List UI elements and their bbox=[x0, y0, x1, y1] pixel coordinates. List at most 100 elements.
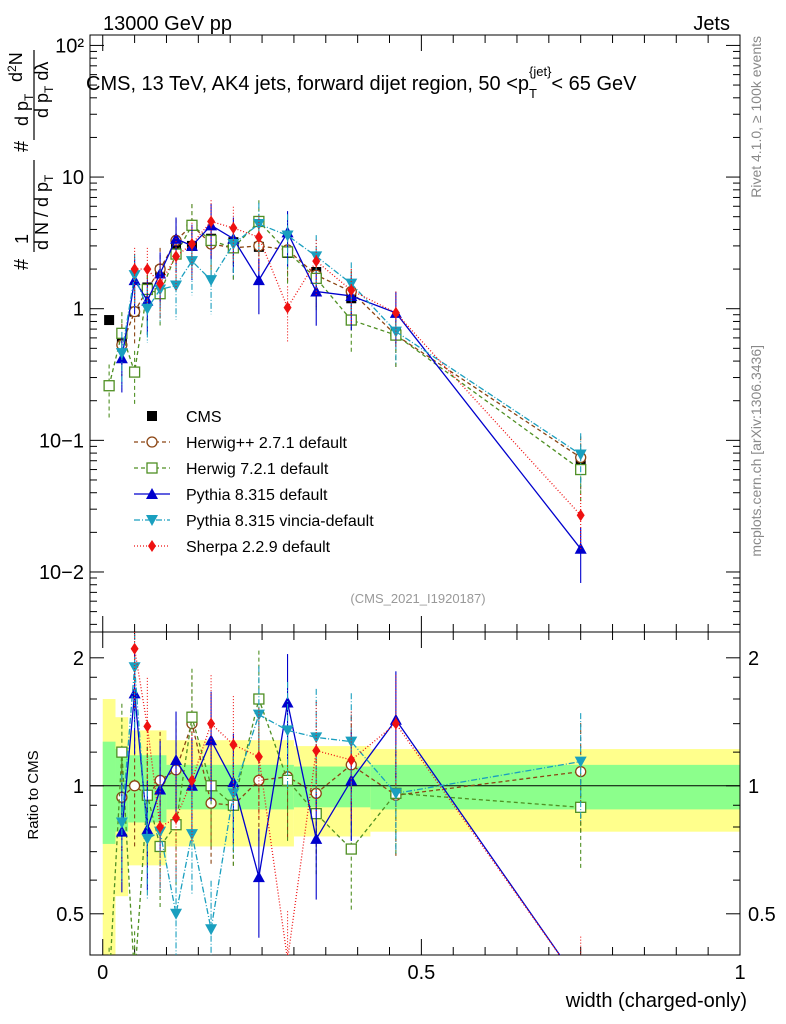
legend-marker bbox=[147, 411, 157, 421]
title-sup: {jet} bbox=[529, 64, 552, 79]
ratio-point bbox=[170, 908, 183, 920]
ratio-point bbox=[130, 642, 139, 655]
series-line bbox=[121, 224, 582, 550]
ratio-y-tick-label: 0.5 bbox=[56, 904, 84, 926]
title-sub: T bbox=[529, 86, 537, 101]
title-end: < 65 GeV bbox=[551, 73, 637, 95]
x-axis-label: width (charged-only) bbox=[565, 990, 747, 1012]
legend: CMS Herwig++ 2.7.1 default Herwig 7.2.1 de… bbox=[134, 409, 374, 556]
header-right: Jets bbox=[693, 13, 730, 35]
ratio-point bbox=[186, 711, 198, 723]
ratio-y-tick-label-right: 2 bbox=[748, 648, 759, 670]
ratio-point bbox=[172, 811, 181, 824]
ratio-point bbox=[130, 975, 140, 985]
ratio-y-tick-label: 2 bbox=[73, 648, 84, 670]
x-tick-label: 0 bbox=[97, 962, 108, 984]
series-line bbox=[108, 220, 582, 471]
legend-marker bbox=[146, 488, 158, 499]
ratio-y-tick-label: 1 bbox=[73, 776, 84, 798]
main-y-tick-label: 10² bbox=[55, 35, 84, 57]
ratio-point bbox=[310, 832, 323, 844]
legend-label: CMS bbox=[186, 409, 222, 426]
legend-item-pythia-8-315-vincia-default: Pythia 8.315 vincia-default bbox=[134, 513, 374, 530]
legend-label: Pythia 8.315 default bbox=[186, 487, 328, 504]
legend-item-pythia-8-315-default: Pythia 8.315 default bbox=[134, 487, 328, 504]
ratio-point bbox=[128, 780, 141, 792]
x-tick-label: 0.5 bbox=[407, 962, 435, 984]
ratio-point bbox=[345, 774, 358, 786]
ratio-y-tick-label-right: 1 bbox=[748, 776, 759, 798]
ratio-point bbox=[347, 753, 356, 766]
data-point bbox=[172, 250, 181, 263]
data-point bbox=[229, 222, 238, 235]
band-green-0 bbox=[102, 741, 116, 844]
ratio-line bbox=[121, 693, 561, 955]
ratio-point bbox=[281, 725, 294, 737]
data-point bbox=[141, 303, 154, 315]
ratio-point bbox=[575, 979, 587, 990]
main-y-tick-label: 10−1 bbox=[39, 430, 84, 452]
data-point bbox=[281, 230, 294, 242]
ratio-point bbox=[156, 821, 165, 834]
legend-label: Pythia 8.315 vincia-default bbox=[186, 513, 374, 530]
svg-text:#: # bbox=[11, 258, 33, 270]
data-point bbox=[312, 255, 321, 268]
main-y-tick-label: 10−2 bbox=[39, 562, 84, 584]
data-point bbox=[283, 301, 292, 314]
data-point bbox=[207, 215, 216, 228]
legend-marker bbox=[148, 540, 156, 552]
ratio-series-sherpa-2-2-9-default bbox=[130, 632, 582, 955]
ratio-point bbox=[116, 746, 128, 758]
plot-title: CMS, 13 TeV, AK4 jets, forward dijet reg… bbox=[86, 64, 637, 101]
ratio-point bbox=[286, 953, 289, 955]
legend-item-sherpa-2-2-9-default: Sherpa 2.2.9 default bbox=[134, 539, 331, 556]
mcplots-watermark: mcplots.cern.ch [arXiv:1306.3436] bbox=[748, 345, 764, 557]
band-green-4 bbox=[293, 766, 371, 808]
data-point bbox=[170, 280, 183, 292]
header-left: 13000 GeV pp bbox=[103, 13, 232, 35]
main-y-tick-label: 10 bbox=[62, 167, 84, 189]
legend-marker bbox=[146, 515, 158, 526]
data-point bbox=[130, 263, 139, 276]
data-point bbox=[104, 315, 115, 326]
data-point bbox=[227, 239, 240, 251]
main-y-axis-label: # 1 d N / d pT # d pT d2N d pT dλ bbox=[5, 50, 56, 270]
ratio-y-tick-label-right: 0.5 bbox=[748, 904, 776, 926]
ratio-point bbox=[391, 717, 400, 730]
data-point bbox=[205, 275, 218, 287]
ratio-point bbox=[281, 696, 294, 708]
svg-text:d pT dλ: d pT dλ bbox=[32, 62, 56, 118]
data-point bbox=[252, 274, 265, 286]
ratio-point bbox=[143, 720, 152, 733]
legend-label: Sherpa 2.2.9 default bbox=[186, 539, 331, 556]
data-point bbox=[103, 380, 115, 392]
data-point bbox=[347, 284, 356, 297]
svg-text:1: 1 bbox=[12, 234, 32, 244]
ratio-point bbox=[227, 788, 240, 800]
data-point bbox=[254, 231, 263, 244]
ratio-point bbox=[170, 753, 183, 765]
data-point bbox=[185, 256, 198, 268]
ratio-point bbox=[229, 738, 238, 751]
legend-item-cms: CMS bbox=[147, 409, 222, 426]
svg-text:#: # bbox=[11, 140, 33, 152]
analysis-label: (CMS_2021_I1920187) bbox=[350, 591, 485, 606]
series-sherpa-2-2-9-default bbox=[130, 200, 585, 550]
data-point bbox=[576, 509, 585, 522]
ratio-y-label: Ratio to CMS bbox=[25, 750, 42, 839]
data-point bbox=[252, 218, 265, 230]
legend-item-herwig-7-2-1-default: Herwig 7.2.1 default bbox=[134, 461, 329, 478]
svg-text:d2N: d2N bbox=[5, 52, 26, 82]
ratio-point bbox=[207, 717, 216, 730]
legend-marker bbox=[146, 436, 158, 448]
main-y-tick-label: 1 bbox=[73, 299, 84, 321]
data-point bbox=[391, 306, 400, 319]
ratio-point bbox=[345, 843, 357, 855]
band-green-5 bbox=[370, 764, 740, 810]
data-point bbox=[143, 263, 152, 276]
legend-marker bbox=[146, 462, 158, 474]
legend-item-herwig-2-7-1-default: Herwig++ 2.7.1 default bbox=[134, 435, 348, 452]
ratio-point bbox=[205, 924, 218, 936]
data-point bbox=[156, 277, 165, 290]
